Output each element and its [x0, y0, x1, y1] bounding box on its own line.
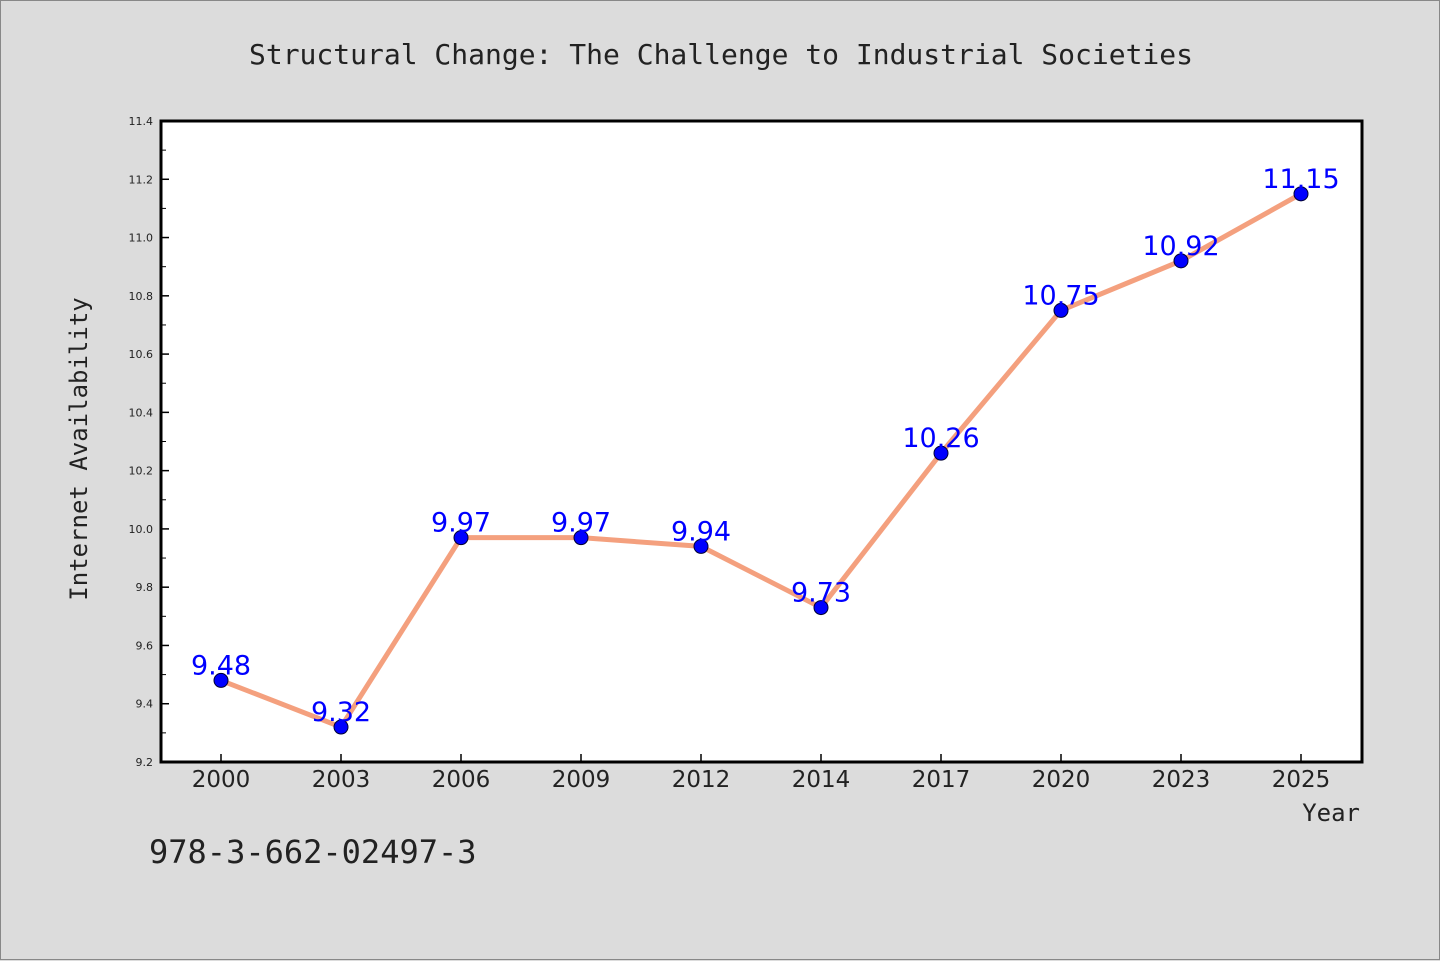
- data-point: [1173, 253, 1189, 269]
- data-label: 9.97: [551, 508, 611, 539]
- y-tick-label: 9.6: [136, 639, 154, 652]
- data-label: 11.15: [1262, 164, 1339, 195]
- data-markers: [213, 186, 1309, 735]
- x-tick-label: 2023: [1152, 767, 1211, 793]
- y-tick-label: 11.4: [129, 115, 154, 128]
- y-tick-label: 11.2: [129, 173, 154, 186]
- x-tick-label: 2020: [1032, 767, 1091, 793]
- y-tick-label: 10.0: [129, 523, 154, 536]
- series-line: [220, 191, 1303, 730]
- y-tick-label: 9.2: [136, 756, 154, 769]
- y-tick-label: 10.6: [129, 348, 154, 361]
- y-tick-label: 10.8: [129, 290, 154, 303]
- data-point: [1053, 302, 1069, 318]
- y-tick-label: 10.4: [129, 406, 154, 419]
- data-label: 9.32: [311, 697, 371, 728]
- x-axis-label: Year: [1302, 799, 1360, 827]
- data-label: 9.73: [791, 578, 851, 609]
- y-tick-label: 9.4: [136, 698, 154, 711]
- x-tick-label: 2003: [312, 767, 371, 793]
- y-tick-label: 10.2: [129, 465, 154, 478]
- data-point: [213, 672, 229, 688]
- data-point: [573, 530, 589, 546]
- data-point: [813, 600, 829, 616]
- x-tick-label: 2000: [192, 767, 251, 793]
- data-label: 9.97: [431, 508, 491, 539]
- x-axis-ticks: 2000 2003 2006 2009 2012 2014 2017 2020 2023 2025: [192, 754, 1331, 793]
- data-label: 9.48: [191, 650, 251, 681]
- x-tick-label: 2025: [1272, 767, 1331, 793]
- y-axis-ticks: 9.2 9.4 9.6 9.8 10.0 10.2 10.4 10.6 10.8 11.0 11.2…: [129, 115, 169, 769]
- x-tick-label: 2017: [912, 767, 971, 793]
- data-label: 10.75: [1022, 280, 1099, 311]
- data-labels: 9.48 9.32 9.97 9.97 9.94 9.73 10.26 10.75 10.92 1…: [191, 164, 1340, 728]
- y-tick-label: 9.8: [136, 581, 154, 594]
- data-point: [933, 445, 949, 461]
- chart-title: Structural Change: The Challenge to Indu…: [249, 38, 1193, 71]
- data-point: [453, 530, 469, 546]
- x-tick-label: 2014: [792, 767, 851, 793]
- data-label: 9.94: [671, 516, 731, 547]
- y-tick-label: 11.0: [129, 232, 154, 245]
- x-tick-label: 2012: [672, 767, 731, 793]
- data-point: [333, 719, 349, 735]
- y-axis-label: Internet Availability: [65, 297, 93, 600]
- x-tick-label: 2009: [552, 767, 611, 793]
- x-tick-label: 2006: [432, 767, 491, 793]
- isbn-text: 978-3-662-02497-3: [149, 833, 477, 871]
- plot-area: [159, 119, 1364, 764]
- data-label: 10.92: [1142, 231, 1219, 262]
- data-point: [1293, 186, 1309, 202]
- data-label: 10.26: [902, 423, 979, 454]
- data-point: [693, 538, 709, 554]
